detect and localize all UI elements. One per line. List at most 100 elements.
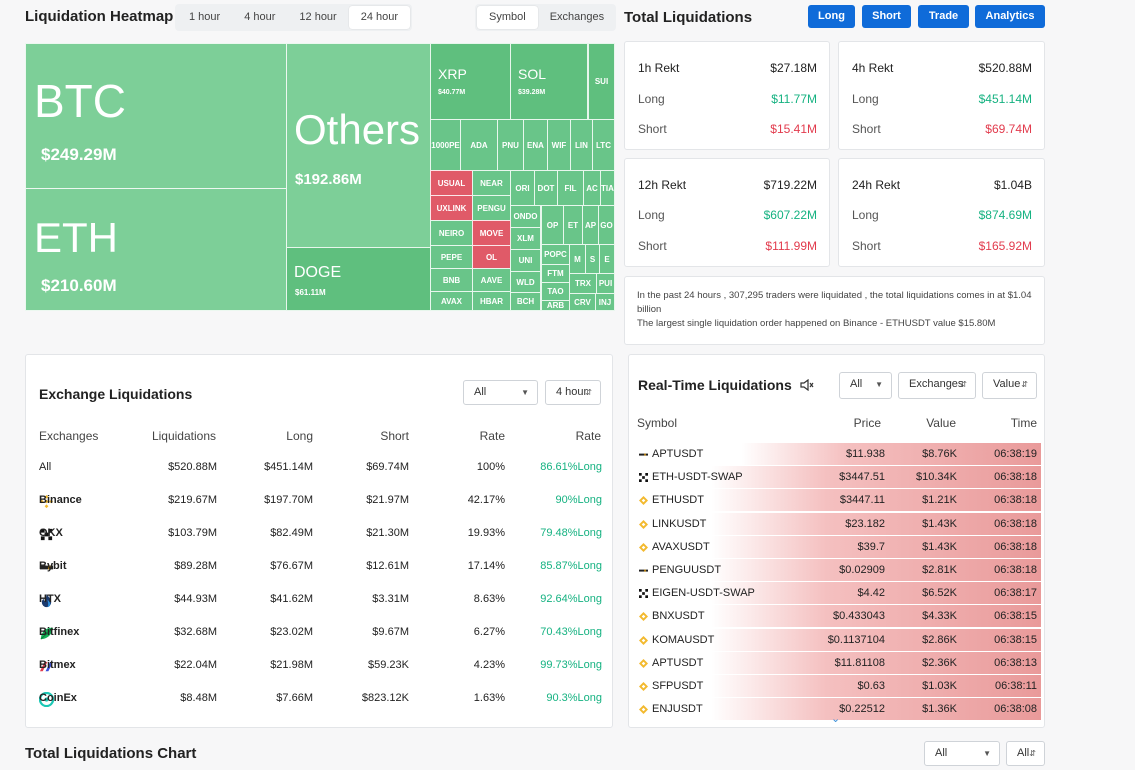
heatmap-tile-small[interactable]: ARB (541, 300, 570, 311)
heatmap-tile-small[interactable]: ADA (460, 119, 498, 171)
long-button[interactable]: Long (808, 5, 855, 28)
heatmap-tile-sol[interactable]: SOL $39.28M (510, 43, 588, 120)
heatmap-tile-small[interactable]: HBAR (472, 291, 511, 311)
tab-12-hour[interactable]: 12 hour (299, 11, 337, 23)
heatmap-tile-small[interactable]: ORI (510, 170, 535, 206)
heatmap-tile-small[interactable]: PUI (596, 273, 615, 294)
table-row[interactable]: HTX $44.93M $41.62M $3.31M 8.63% 92.64%Long (26, 593, 614, 613)
tab-4-hour[interactable]: 4 hour (244, 11, 276, 23)
exchange-name: All (39, 461, 52, 473)
heatmap-tile-small[interactable]: BNB (430, 268, 473, 292)
heatmap-tile-small[interactable]: DOT (534, 170, 558, 206)
long-rate-cell: 90.3%Long (546, 692, 602, 704)
list-item[interactable]: ETHUSDT $3447.11 $1.21K 06:38:18 (635, 489, 1041, 512)
heatmap-tile-small[interactable]: POPC (541, 244, 570, 265)
table-row[interactable]: Bitfinex $32.68M $23.02M $9.67M 6.27% 70.43%L… (26, 626, 614, 646)
table-row[interactable]: Bybit $89.28M $76.67M $12.61M 17.14% 85.87%Lo… (26, 560, 614, 580)
heatmap-tile-small[interactable]: OP (541, 205, 564, 245)
value-cell: $1.36K (922, 703, 957, 716)
heatmap-tile-small[interactable]: LTC (592, 119, 615, 171)
tab-24-hour[interactable]: 24 hour (348, 6, 411, 29)
heatmap-tile-small[interactable]: NEAR (472, 170, 511, 196)
heatmap-tile-small[interactable]: AC (583, 170, 601, 206)
table-row[interactable]: Binance $219.67M $197.70M $21.97M 42.17% 90%L… (26, 494, 614, 514)
heatmap-tile-small[interactable]: FIL (557, 170, 584, 206)
list-item[interactable]: SFPUSDT $0.63 $1.03K 06:38:11 (635, 675, 1041, 698)
heatmap-tile-small[interactable]: ENA (523, 119, 548, 171)
heatmap-tile-small[interactable]: PEPE (430, 245, 473, 269)
heatmap-tile-small[interactable]: AAVE (472, 268, 511, 292)
mute-icon[interactable] (800, 379, 814, 391)
trade-button[interactable]: Trade (918, 5, 969, 28)
chart-second-select[interactable]: All ⇵ (1006, 741, 1045, 766)
realtime-exchanges-select[interactable]: Exchanges ⇵ (898, 372, 976, 399)
exchange-time-select[interactable]: 4 hour ⇵ (545, 380, 601, 405)
heatmap-tile-small[interactable]: AVAX (430, 291, 473, 311)
heatmap-tile-small[interactable]: S (585, 244, 600, 274)
heatmap-tile-small[interactable]: MOVE (472, 220, 511, 246)
heatmap-tile-small[interactable]: WLD (510, 271, 541, 293)
list-item[interactable]: ETH-USDT-SWAP $3447.51 $10.34K 06:38:18 (635, 466, 1041, 489)
heatmap-tile-small[interactable]: E (599, 244, 615, 274)
heatmap-tile-small[interactable]: UNI (510, 249, 541, 272)
heatmap-tile-small[interactable]: UXLINK (430, 195, 473, 221)
heatmap-tile-small[interactable]: M (569, 244, 586, 274)
heatmap-tile-small[interactable]: TIA (600, 170, 615, 206)
realtime-value-select[interactable]: Value ⇵ (982, 372, 1037, 399)
list-item[interactable]: PENGUUSDT $0.02909 $2.81K 06:38:18 (635, 559, 1041, 582)
heatmap-tile-small[interactable]: WIF (547, 119, 571, 171)
tile-value: $210.60M (41, 276, 117, 295)
heatmap-tile-small[interactable]: CRV (569, 293, 596, 311)
exchange-filter-select[interactable]: All ▼ (463, 380, 538, 405)
list-item[interactable]: LINKUSDT $23.182 $1.43K 06:38:18 (635, 512, 1041, 536)
time-range-tabs: 1 hour 4 hour 12 hour 24 hour (175, 4, 412, 31)
list-item[interactable]: APTUSDT $11.81108 $2.36K 06:38:13 (635, 651, 1041, 675)
tab-1-hour[interactable]: 1 hour (189, 11, 221, 23)
heatmap-tile-eth[interactable]: ETH $210.60M (25, 188, 287, 311)
list-item[interactable]: APTUSDT $11.938 $8.76K 06:38:19 (635, 443, 1041, 466)
list-item[interactable]: AVAXUSDT $39.7 $1.43K 06:38:18 (635, 535, 1041, 559)
list-item[interactable]: EIGEN-USDT-SWAP $4.42 $6.52K 06:38:17 (635, 582, 1041, 605)
heatmap-tile-small[interactable]: XLM (510, 227, 541, 250)
tab-exchanges[interactable]: Exchanges (549, 11, 605, 23)
list-item[interactable]: KOMAUSDT $0.1137104 $2.86K 06:38:15 (635, 628, 1041, 652)
heatmap-tile-small[interactable]: ET (563, 205, 583, 245)
heatmap-tile-small[interactable]: TAO (541, 282, 570, 301)
heatmap-tile-small[interactable]: BCH (510, 292, 541, 311)
heatmap-tile-btc[interactable]: BTC $249.29M (25, 43, 287, 189)
heatmap-tile-small[interactable]: FTM (541, 264, 570, 283)
heatmap-tile-small[interactable]: TRX (569, 273, 597, 294)
heatmap-tile-small[interactable]: AP (582, 205, 599, 245)
tab-symbol[interactable]: Symbol (477, 6, 538, 29)
heatmap-tile-xrp[interactable]: XRP $40.77M (430, 43, 511, 120)
analytics-button[interactable]: Analytics (975, 5, 1045, 28)
chart-filter-select[interactable]: All ▼ (924, 741, 1000, 766)
table-row[interactable]: Bitmex $22.04M $21.98M $59.23K 4.23% 99.73%Lo… (26, 659, 614, 679)
list-item[interactable]: ENJUSDT $0.22512 $1.36K 06:38:08 (635, 698, 1041, 721)
heatmap-tile-small[interactable]: NEIRO (430, 220, 473, 246)
table-row[interactable]: CoinEx $8.48M $7.66M $823.12K 1.63% 90.3%Long (26, 692, 614, 712)
scroll-down-icon[interactable]: ⌄ (831, 713, 841, 725)
table-row[interactable]: OKX $103.79M $82.49M $21.30M 19.93% 79.48%Lon… (26, 527, 614, 547)
heatmap-tile-small[interactable]: OL (472, 245, 511, 269)
heatmap-tile-small[interactable]: ONDO (510, 205, 541, 228)
short-button[interactable]: Short (862, 5, 911, 28)
time-cell: 06:38:18 (994, 540, 1037, 553)
list-item[interactable]: BNXUSDT $0.433043 $4.33K 06:38:15 (635, 605, 1041, 628)
heatmap-title: Liquidation Heatmap (25, 8, 174, 25)
heatmap-tile-small[interactable]: PNU (497, 119, 524, 171)
heatmap-tile-small[interactable]: PENGU (472, 195, 511, 221)
heatmap-tile-small[interactable]: INJ (595, 293, 615, 311)
heatmap-tile-small[interactable]: GO (598, 205, 615, 245)
heatmap-tile-small[interactable]: SUI (588, 43, 615, 120)
bitfinex-icon (39, 626, 54, 644)
heatmap-tile-small[interactable]: LIN (570, 119, 593, 171)
heatmap-tile-others[interactable]: Others $192.86M (286, 43, 431, 248)
heatmap-tile-small[interactable]: 1000PE (430, 119, 461, 171)
heatmap-tile-doge[interactable]: DOGE $61.11M (286, 247, 431, 311)
heatmap-tile-small[interactable]: USUAL (430, 170, 473, 196)
realtime-filter-select[interactable]: All ▼ (839, 372, 892, 399)
table-row[interactable]: All $520.88M $451.14M $69.74M 100% 86.61%Long (26, 461, 614, 481)
symbol-cell: ETH-USDT-SWAP (652, 471, 743, 484)
col-time: Time (1010, 416, 1037, 430)
